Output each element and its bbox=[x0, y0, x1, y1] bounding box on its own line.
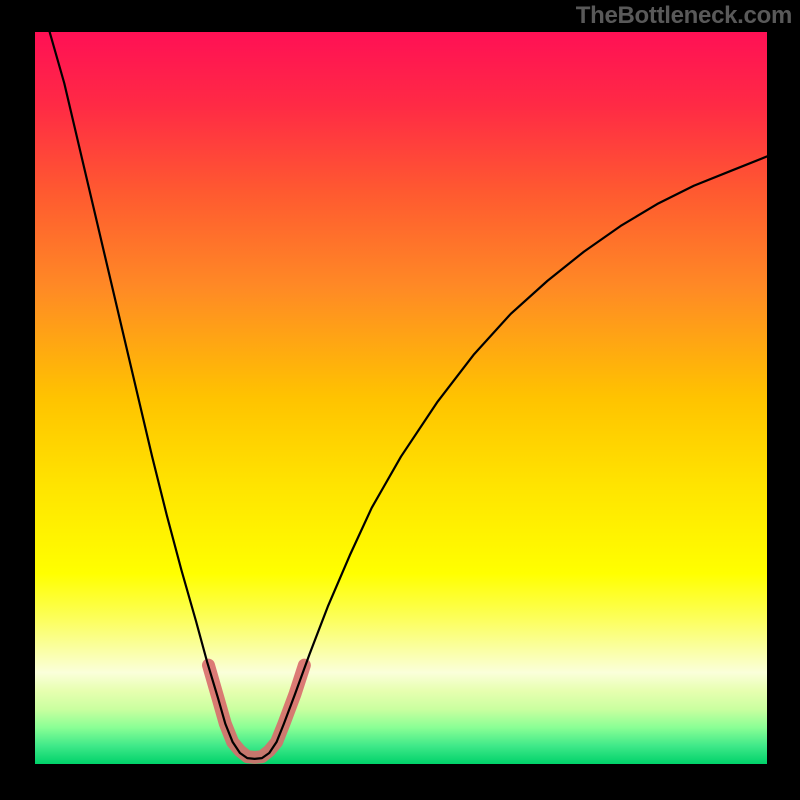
gradient-background bbox=[35, 32, 767, 764]
plot-area bbox=[35, 32, 767, 764]
plot-svg bbox=[35, 32, 767, 764]
chart-root: TheBottleneck.com bbox=[0, 0, 800, 800]
watermark-text: TheBottleneck.com bbox=[576, 2, 792, 30]
